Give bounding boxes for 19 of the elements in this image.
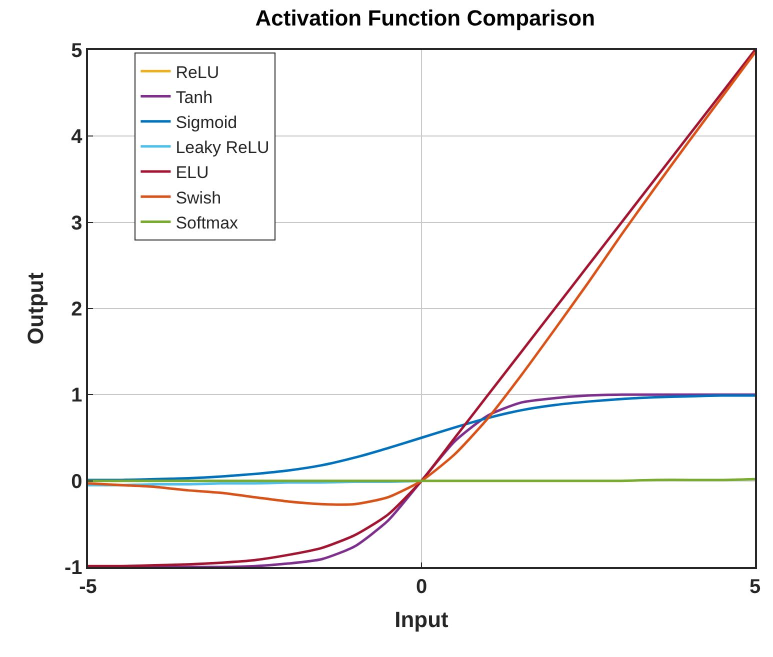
legend-label: Leaky ReLU xyxy=(176,138,270,158)
x-axis-title: Input xyxy=(394,607,450,632)
legend-label: Softmax xyxy=(176,213,239,232)
y-tick-label: 2 xyxy=(71,298,82,320)
chart-title: Activation Function Comparison xyxy=(255,5,596,30)
y-tick-label: 3 xyxy=(71,212,82,234)
y-tick-label: 0 xyxy=(71,470,82,493)
y-tick-label: 5 xyxy=(71,40,82,62)
legend-label: ReLU xyxy=(176,62,220,82)
y-axis-title: Output xyxy=(22,272,48,345)
legend-label: Sigmoid xyxy=(176,112,238,132)
x-tick-label: 5 xyxy=(749,576,761,598)
line-series xyxy=(88,394,755,482)
x-tick-label: 0 xyxy=(416,576,428,598)
legend-label: ELU xyxy=(176,163,209,182)
legend-label: Swish xyxy=(176,188,222,208)
y-tick-label: 4 xyxy=(71,126,84,148)
y-tick-label: 1 xyxy=(71,384,82,407)
legend-label: Tanh xyxy=(176,88,213,107)
